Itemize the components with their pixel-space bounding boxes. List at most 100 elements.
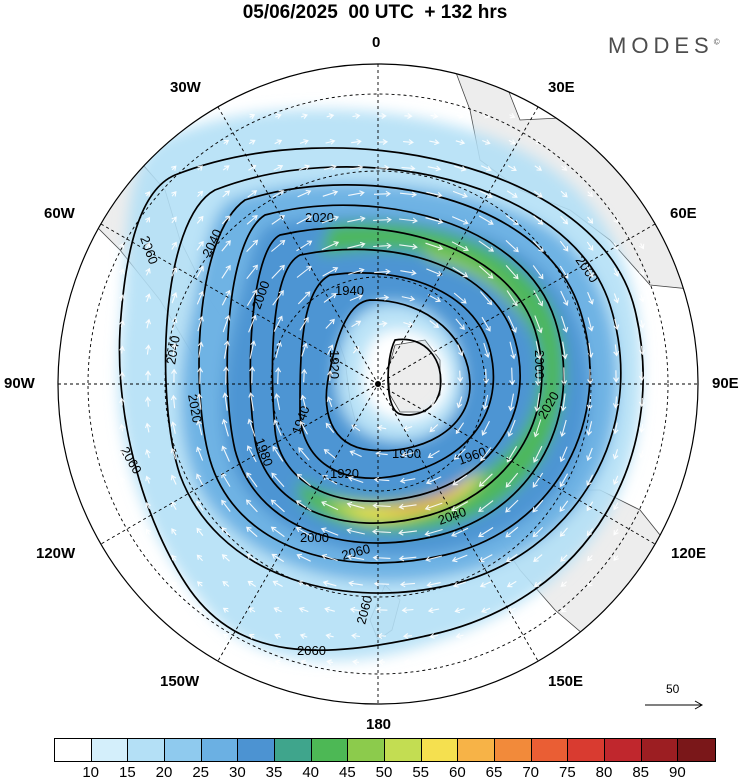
wind-arrow bbox=[478, 265, 494, 279]
contour-label: 2060 bbox=[340, 541, 372, 563]
contour-label: 1920 bbox=[327, 350, 342, 379]
wind-arrow bbox=[196, 581, 203, 587]
colorbar-swatch bbox=[494, 739, 532, 761]
wind-arrow bbox=[197, 367, 204, 384]
wind-arrow bbox=[399, 191, 418, 198]
wind-arrow bbox=[323, 292, 337, 303]
wind-arrow bbox=[196, 419, 203, 436]
wind-arrow bbox=[197, 315, 204, 332]
wind-arrow bbox=[457, 344, 464, 357]
colorbar-swatch bbox=[55, 739, 92, 761]
wind-arrow bbox=[221, 499, 231, 512]
colorbar-swatch bbox=[678, 739, 715, 761]
wind-arrow bbox=[613, 217, 619, 224]
wind-arrow bbox=[326, 659, 333, 666]
wind-arrow bbox=[535, 366, 542, 387]
wind-arrow bbox=[246, 289, 258, 306]
wind-arrow bbox=[478, 500, 494, 513]
wind-arrow bbox=[533, 581, 542, 588]
wind-arrow bbox=[248, 392, 255, 411]
wind-arrow bbox=[222, 607, 229, 613]
contour-label: 2000 bbox=[532, 350, 547, 379]
wind-arrow bbox=[119, 502, 126, 509]
wind-arrow bbox=[325, 422, 335, 433]
lon-label-120w: 120W bbox=[36, 545, 76, 562]
colorbar-swatch bbox=[348, 739, 385, 761]
wind-arrow bbox=[613, 318, 620, 331]
wind-arrow bbox=[482, 658, 489, 665]
wind-arrow bbox=[221, 215, 231, 225]
wind-arrow bbox=[270, 499, 285, 513]
wind-arrow bbox=[221, 554, 230, 562]
wind-arrow bbox=[559, 240, 569, 252]
wind-arrow bbox=[348, 190, 365, 197]
wind-arrow bbox=[351, 138, 362, 145]
wind-arrow bbox=[297, 189, 312, 198]
wind-arrow bbox=[587, 581, 593, 587]
lon-label-0: 0 bbox=[372, 34, 381, 51]
wind-arrow bbox=[221, 240, 231, 252]
wind-arrow bbox=[665, 424, 672, 433]
wind-arrow bbox=[481, 316, 491, 332]
colorbar-tick-label: 40 bbox=[302, 764, 319, 781]
wind-arrow bbox=[508, 139, 517, 145]
wind-arrow bbox=[431, 86, 438, 93]
wind-arrow bbox=[451, 216, 469, 225]
wind-arrow bbox=[534, 315, 543, 334]
wind-arrow bbox=[401, 451, 414, 458]
lon-label-150w: 150W bbox=[160, 673, 200, 690]
wind-arrow bbox=[561, 367, 568, 386]
wind-arrow bbox=[482, 139, 491, 145]
wind-arrow bbox=[613, 267, 619, 277]
wind-arrow bbox=[171, 501, 177, 510]
lon-label-120e: 120E bbox=[671, 545, 707, 562]
wind-arrow bbox=[321, 553, 338, 562]
wind-arrow bbox=[322, 580, 337, 587]
wind-arrow bbox=[171, 292, 178, 304]
wind-arrow bbox=[222, 190, 231, 198]
wind-arrow bbox=[352, 346, 360, 354]
wind-arrow bbox=[196, 473, 204, 486]
wind-arrow bbox=[452, 474, 468, 486]
colorbar-swatch bbox=[164, 739, 202, 761]
wind-arrow bbox=[196, 393, 203, 410]
wind-arrow bbox=[196, 527, 204, 536]
colorbar-tick-label: 60 bbox=[448, 764, 466, 781]
wind-arrow bbox=[505, 215, 519, 226]
wind-arrow bbox=[454, 607, 465, 614]
colorbar-swatch bbox=[531, 739, 569, 761]
wind-arrow bbox=[273, 315, 283, 332]
wind-arrow bbox=[246, 264, 258, 280]
colorbar-tick-label: 10 bbox=[82, 764, 99, 781]
colorbar-swatch bbox=[641, 739, 679, 761]
wind-arrow bbox=[560, 581, 568, 587]
wind-arrow bbox=[613, 344, 620, 357]
wind-arrow bbox=[612, 396, 619, 409]
wind-arrow bbox=[506, 580, 517, 588]
wind-arrow bbox=[171, 191, 177, 197]
wind-arrow bbox=[327, 344, 334, 355]
wind-arrow bbox=[586, 266, 594, 278]
wind-arrow bbox=[639, 294, 645, 303]
wind-arrow bbox=[295, 527, 312, 537]
wind-arrow bbox=[346, 501, 365, 509]
wind-arrow bbox=[399, 581, 416, 588]
wind-arrow bbox=[534, 393, 541, 412]
lon-label-90w: 90W bbox=[4, 375, 35, 392]
colorbar-swatch bbox=[201, 739, 239, 761]
wind-arrow bbox=[145, 344, 152, 355]
wind-arrow bbox=[371, 528, 392, 535]
wind-arrow bbox=[639, 503, 645, 510]
wind-arrow bbox=[246, 445, 257, 463]
colorbar-tick-label: 65 bbox=[485, 764, 503, 781]
wind-arrow bbox=[613, 502, 619, 511]
wind-arrow bbox=[639, 320, 645, 329]
lon-label-30w: 30W bbox=[170, 79, 201, 96]
wind-arrow bbox=[119, 345, 125, 354]
wind-arrow bbox=[93, 476, 100, 483]
wind-arrow bbox=[170, 447, 177, 460]
wind-arrow bbox=[587, 317, 594, 332]
wind-arrow bbox=[296, 240, 313, 252]
colorbar-swatch bbox=[421, 739, 459, 761]
